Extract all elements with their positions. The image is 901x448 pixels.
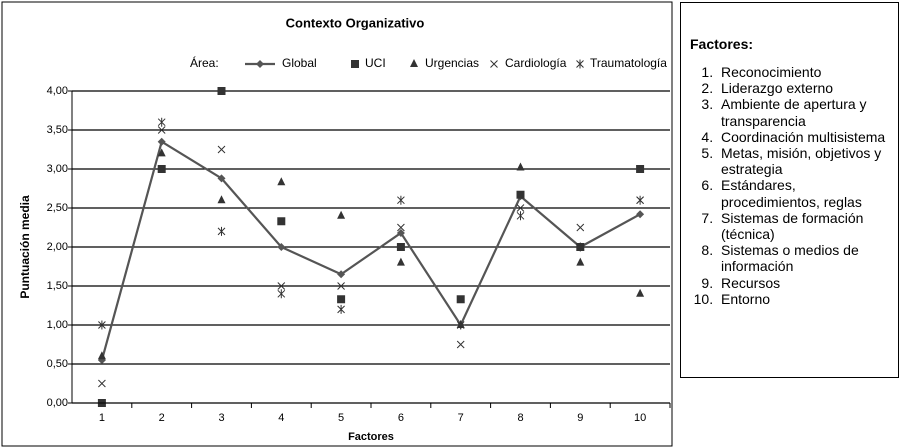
legend-title: Área: (190, 55, 219, 70)
marker (636, 210, 645, 219)
x-tick-label: 6 (398, 412, 404, 424)
factor-item: Liderazgo externo (717, 80, 898, 96)
factor-item: Sistemas de formación (técnica) (717, 210, 898, 242)
marker (337, 295, 346, 304)
marker (277, 217, 286, 226)
marker (217, 195, 226, 204)
factor-panel: Factores: ReconocimientoLiderazgo extern… (680, 2, 899, 378)
y-tick-label: 1,00 (47, 319, 68, 331)
marker (351, 60, 359, 68)
legend-label: Global (282, 56, 317, 70)
y-tick-label: 3,00 (47, 163, 68, 175)
y-tick-label: 4,00 (47, 85, 68, 97)
chart-title: Contexto Organizativo (286, 15, 425, 30)
y-tick-label: 3,50 (47, 124, 68, 136)
y-tick-label: 1,50 (47, 280, 68, 292)
marker (516, 211, 525, 221)
x-tick-label: 5 (338, 412, 344, 424)
x-tick-label: 7 (458, 412, 464, 424)
legend-label: Traumatología (590, 56, 667, 70)
factor-list: ReconocimientoLiderazgo externoAmbiente … (681, 64, 898, 307)
y-axis-label: Puntuación media (18, 195, 32, 299)
marker (456, 295, 465, 304)
y-tick-label: 2,00 (47, 241, 68, 253)
x-axis-label: Factores (348, 431, 394, 443)
y-tick-label: 0,50 (47, 358, 68, 370)
factor-item: Coordinación multisistema (717, 129, 898, 145)
marker (256, 60, 264, 68)
marker (217, 87, 226, 95)
x-tick-label: 3 (218, 412, 224, 424)
factor-item: Recursos (717, 275, 898, 291)
factor-item: Reconocimiento (717, 64, 898, 80)
marker (636, 195, 644, 205)
marker (576, 59, 584, 69)
legend-label: Cardiología (505, 56, 567, 70)
marker (337, 270, 346, 279)
legend-label: UCI (365, 56, 386, 70)
marker (410, 59, 418, 67)
marker (396, 257, 405, 266)
marker (277, 282, 286, 290)
marker (157, 117, 166, 127)
marker (576, 242, 585, 252)
x-tick-label: 10 (634, 412, 646, 424)
y-tick-label: 2,50 (47, 202, 68, 214)
marker (397, 223, 405, 232)
marker (636, 288, 645, 297)
marker (576, 223, 585, 232)
legend-label: Urgencias (425, 56, 479, 70)
marker (516, 162, 525, 171)
marker (576, 257, 585, 266)
x-tick-label: 2 (159, 412, 165, 424)
marker (456, 320, 465, 330)
marker (516, 204, 525, 212)
marker (277, 289, 286, 299)
marker (456, 340, 465, 349)
marker (396, 228, 405, 237)
factor-item: Metas, misión, objetivos y estrategia (717, 145, 898, 177)
x-tick-label: 8 (517, 412, 523, 424)
series-line (100, 139, 641, 361)
marker (490, 60, 498, 68)
marker (277, 177, 286, 186)
x-tick-label: 4 (278, 412, 284, 424)
factor-item: Estándares, procedimientos, reglas (717, 177, 898, 209)
marker (157, 148, 166, 157)
chart: Contexto Organizativo Área: Factores Pun… (1, 1, 673, 447)
marker (516, 190, 525, 199)
marker (98, 320, 106, 330)
factor-item: Ambiente de apertura y transparencia (717, 96, 898, 128)
marker (217, 174, 226, 183)
chart-border (1, 1, 673, 447)
marker (157, 165, 166, 173)
factor-item: Sistemas o medios de información (717, 242, 898, 274)
marker (217, 226, 226, 236)
x-tick-label: 9 (577, 412, 583, 424)
marker (157, 126, 166, 134)
marker (337, 304, 345, 314)
marker (636, 165, 645, 173)
x-tick-label: 1 (99, 412, 105, 424)
panel-title: Factores: (690, 36, 754, 52)
marker (217, 145, 226, 154)
marker (337, 210, 346, 219)
marker (157, 137, 166, 146)
marker (397, 195, 405, 205)
marker (396, 243, 405, 251)
marker (97, 351, 106, 360)
marker (98, 379, 106, 388)
marker (277, 243, 286, 251)
y-tick-label: 0,00 (47, 397, 68, 409)
factor-item: Entorno (717, 291, 898, 307)
marker (337, 282, 345, 290)
